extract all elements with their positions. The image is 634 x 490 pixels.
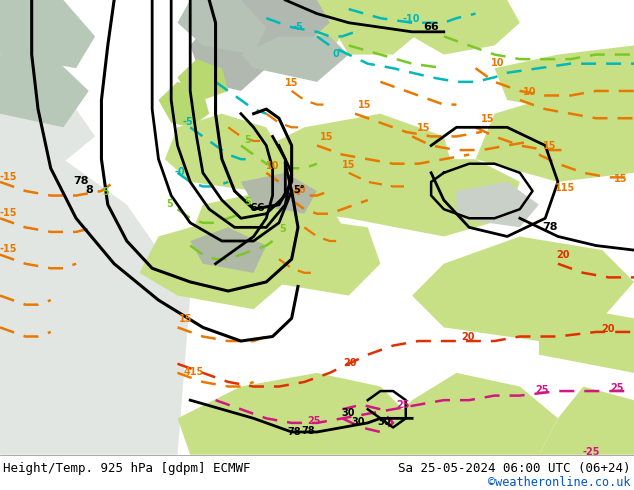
Polygon shape	[539, 309, 634, 373]
Text: 78: 78	[73, 176, 88, 186]
Polygon shape	[241, 0, 330, 54]
Text: 25: 25	[307, 416, 321, 426]
Text: 20: 20	[462, 332, 475, 342]
Text: 15: 15	[614, 174, 627, 184]
Text: -25: -25	[582, 447, 600, 457]
Polygon shape	[412, 237, 634, 341]
Text: 115: 115	[555, 183, 575, 193]
Text: 0: 0	[333, 49, 340, 59]
Text: ©weatheronline.co.uk: ©weatheronline.co.uk	[488, 476, 631, 490]
Polygon shape	[241, 36, 349, 82]
Text: 30: 30	[377, 417, 391, 427]
Text: 20: 20	[557, 250, 570, 260]
Text: -15: -15	[0, 208, 18, 218]
Text: 15: 15	[342, 160, 356, 170]
Polygon shape	[165, 114, 285, 191]
Polygon shape	[222, 0, 349, 68]
Polygon shape	[0, 159, 190, 455]
Text: -5: -5	[293, 22, 304, 31]
Polygon shape	[241, 114, 456, 218]
Text: 30: 30	[352, 417, 365, 427]
Text: 15: 15	[179, 314, 192, 324]
Polygon shape	[241, 173, 317, 214]
Text: 25: 25	[610, 383, 623, 393]
Polygon shape	[0, 91, 95, 173]
Text: 5: 5	[103, 187, 110, 196]
Polygon shape	[412, 0, 520, 54]
Polygon shape	[539, 387, 634, 455]
Text: 10: 10	[293, 185, 306, 195]
Text: 15: 15	[481, 114, 494, 124]
Polygon shape	[349, 159, 520, 237]
Text: -5: -5	[183, 117, 193, 127]
Polygon shape	[178, 0, 266, 54]
Text: 10: 10	[491, 58, 505, 68]
Text: 25: 25	[536, 385, 549, 395]
Polygon shape	[178, 59, 228, 100]
Text: -15: -15	[0, 245, 18, 254]
Text: -15: -15	[0, 172, 18, 182]
Text: 15: 15	[543, 141, 556, 151]
Polygon shape	[222, 218, 380, 295]
Text: -10: -10	[403, 14, 420, 24]
Text: 10: 10	[266, 161, 280, 171]
Text: -0: -0	[174, 167, 185, 177]
Text: 15: 15	[285, 78, 299, 88]
Text: 15: 15	[358, 100, 372, 110]
Text: Height/Temp. 925 hPa [gdpm] ECMWF: Height/Temp. 925 hPa [gdpm] ECMWF	[3, 463, 250, 475]
Polygon shape	[317, 0, 431, 54]
Polygon shape	[0, 54, 89, 127]
Text: 10: 10	[523, 87, 536, 97]
Polygon shape	[158, 82, 209, 127]
Text: 66: 66	[249, 203, 264, 214]
Text: 415: 415	[184, 367, 204, 377]
Polygon shape	[476, 91, 634, 182]
Text: 15: 15	[320, 132, 333, 142]
Polygon shape	[190, 23, 266, 91]
Text: 5: 5	[279, 224, 286, 234]
Text: 78: 78	[301, 426, 314, 436]
Text: 5: 5	[244, 135, 251, 145]
Text: 5: 5	[244, 196, 251, 207]
Polygon shape	[178, 373, 412, 455]
Text: 78: 78	[288, 427, 301, 437]
Text: 5°: 5°	[293, 185, 304, 195]
Text: 20: 20	[344, 358, 357, 368]
Polygon shape	[190, 227, 266, 273]
Text: 30: 30	[341, 408, 354, 418]
Polygon shape	[495, 46, 634, 114]
Polygon shape	[139, 218, 285, 309]
Polygon shape	[456, 182, 539, 227]
Text: Sa 25-05-2024 06:00 UTC (06+24): Sa 25-05-2024 06:00 UTC (06+24)	[398, 463, 631, 475]
Polygon shape	[0, 0, 95, 68]
Text: 25: 25	[396, 400, 410, 410]
Polygon shape	[190, 191, 349, 264]
Text: 5: 5	[166, 199, 173, 209]
Text: 66: 66	[424, 22, 439, 32]
Text: 8: 8	[86, 185, 93, 195]
Polygon shape	[380, 373, 558, 455]
Text: 15: 15	[417, 123, 430, 133]
Text: 78: 78	[542, 221, 557, 232]
Text: 20: 20	[601, 324, 614, 334]
